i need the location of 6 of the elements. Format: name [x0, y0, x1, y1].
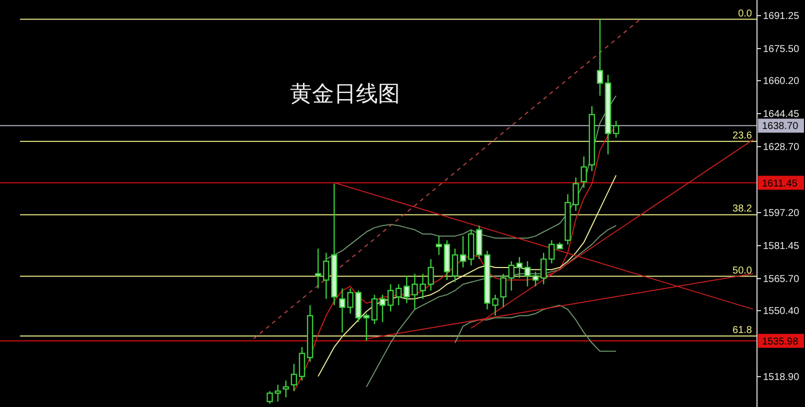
annotation: 23.6 [732, 130, 752, 142]
annotation: 38.2 [732, 204, 752, 215]
title: 黄金日线图 [290, 81, 400, 106]
annotation: 61.8 [732, 325, 752, 336]
annotation: 50.0 [732, 265, 752, 276]
annotation: 0.0 [738, 8, 752, 20]
